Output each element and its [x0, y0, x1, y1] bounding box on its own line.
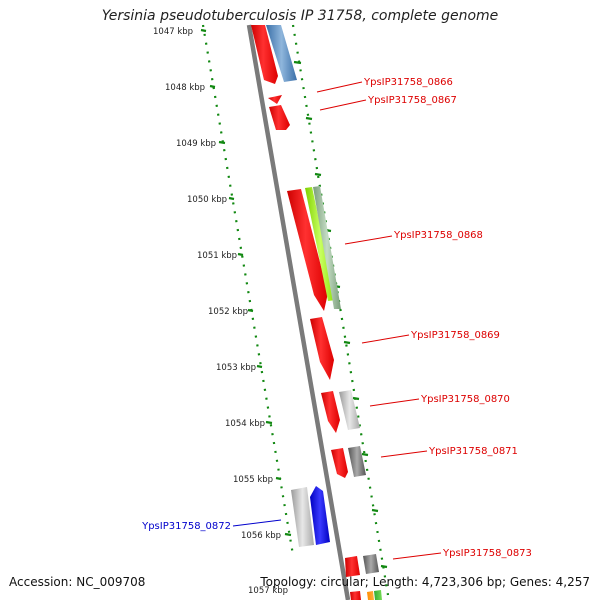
gene-label-0872[interactable]: YpsIP31758_0872	[141, 521, 231, 532]
gene-label-0869[interactable]: YpsIP31758_0869	[410, 330, 500, 341]
gene-0873-forward[interactable]	[345, 556, 360, 577]
gene-next-red[interactable]	[350, 591, 361, 600]
gene-0873-gray[interactable]	[363, 554, 379, 574]
gene-0869-forward[interactable]	[310, 317, 334, 380]
gene-0871-gray[interactable]	[348, 446, 366, 477]
genome-title: Yersinia pseudotuberculosis IP 31758, co…	[101, 8, 499, 24]
accession-text: Accession: NC_009708	[9, 575, 146, 589]
kbp-label: 1057 kbp	[248, 586, 288, 596]
gene-label-0868[interactable]: YpsIP31758_0868	[393, 230, 483, 241]
kbp-label: 1050 kbp	[187, 195, 227, 205]
gene-0872-reverse[interactable]	[310, 486, 330, 545]
gene-0866-forward[interactable]	[251, 25, 278, 84]
gene-0870-gray[interactable]	[339, 390, 360, 430]
kbp-label: 1049 kbp	[176, 139, 216, 149]
genome-backbone	[246, 24, 351, 600]
gene-0871-forward[interactable]	[331, 448, 348, 478]
kbp-label: 1052 kbp	[208, 307, 248, 317]
kbp-label: 1047 kbp	[153, 27, 193, 37]
topology-text: Topology: circular; Length: 4,723,306 bp…	[260, 575, 590, 589]
gene-next-green[interactable]	[374, 590, 382, 600]
gene-0872-gray[interactable]	[291, 487, 314, 547]
outer-tick-track	[291, 24, 390, 596]
gene-0868-sage[interactable]	[313, 186, 341, 309]
label-leaders	[316, 81, 442, 560]
gene-label-0867[interactable]: YpsIP31758_0867	[367, 95, 457, 106]
gene-label-0866[interactable]: YpsIP31758_0866	[363, 77, 453, 88]
gene-label-0870[interactable]: YpsIP31758_0870	[420, 394, 510, 405]
kbp-label: 1053 kbp	[216, 363, 256, 373]
kbp-label: 1054 kbp	[225, 419, 265, 429]
label-leader-0872	[232, 519, 282, 527]
gene-0867a-forward[interactable]	[268, 95, 282, 104]
gene-label-0871[interactable]: YpsIP31758_0871	[428, 446, 518, 457]
kbp-label: 1055 kbp	[233, 475, 273, 485]
kbp-label: 1048 kbp	[165, 83, 205, 93]
kbp-label: 1056 kbp	[241, 531, 281, 541]
gene-0870-forward[interactable]	[321, 391, 340, 433]
gene-label-0873[interactable]: YpsIP31758_0873	[442, 548, 532, 559]
gene-0868-forward[interactable]	[287, 189, 328, 311]
gene-0867b-forward[interactable]	[269, 105, 290, 130]
gene-next-orange[interactable]	[367, 591, 374, 600]
kbp-label: 1051 kbp	[197, 251, 237, 261]
gene-0866-steel[interactable]	[266, 25, 297, 82]
